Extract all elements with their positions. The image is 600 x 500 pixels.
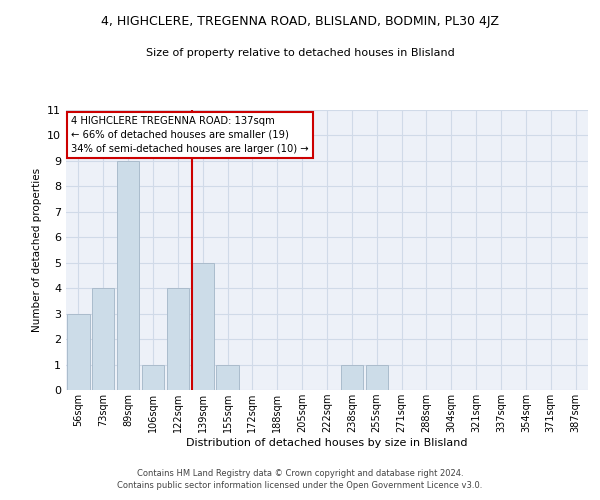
Text: Contains public sector information licensed under the Open Government Licence v3: Contains public sector information licen… [118, 481, 482, 490]
Text: Size of property relative to detached houses in Blisland: Size of property relative to detached ho… [146, 48, 454, 58]
Bar [167, 288, 189, 390]
X-axis label: Distribution of detached houses by size in Blisland: Distribution of detached houses by size … [186, 438, 468, 448]
Y-axis label: Number of detached properties: Number of detached properties [32, 168, 41, 332]
Bar [142, 364, 164, 390]
Bar [117, 161, 139, 390]
Text: Contains HM Land Registry data © Crown copyright and database right 2024.: Contains HM Land Registry data © Crown c… [137, 468, 463, 477]
Bar [191, 262, 214, 390]
Bar [365, 364, 388, 390]
Text: 4 HIGHCLERE TREGENNA ROAD: 137sqm
← 66% of detached houses are smaller (19)
34% : 4 HIGHCLERE TREGENNA ROAD: 137sqm ← 66% … [71, 116, 309, 154]
Bar [217, 364, 239, 390]
Bar [67, 314, 89, 390]
Bar [92, 288, 115, 390]
Bar [341, 364, 363, 390]
Text: 4, HIGHCLERE, TREGENNA ROAD, BLISLAND, BODMIN, PL30 4JZ: 4, HIGHCLERE, TREGENNA ROAD, BLISLAND, B… [101, 15, 499, 28]
